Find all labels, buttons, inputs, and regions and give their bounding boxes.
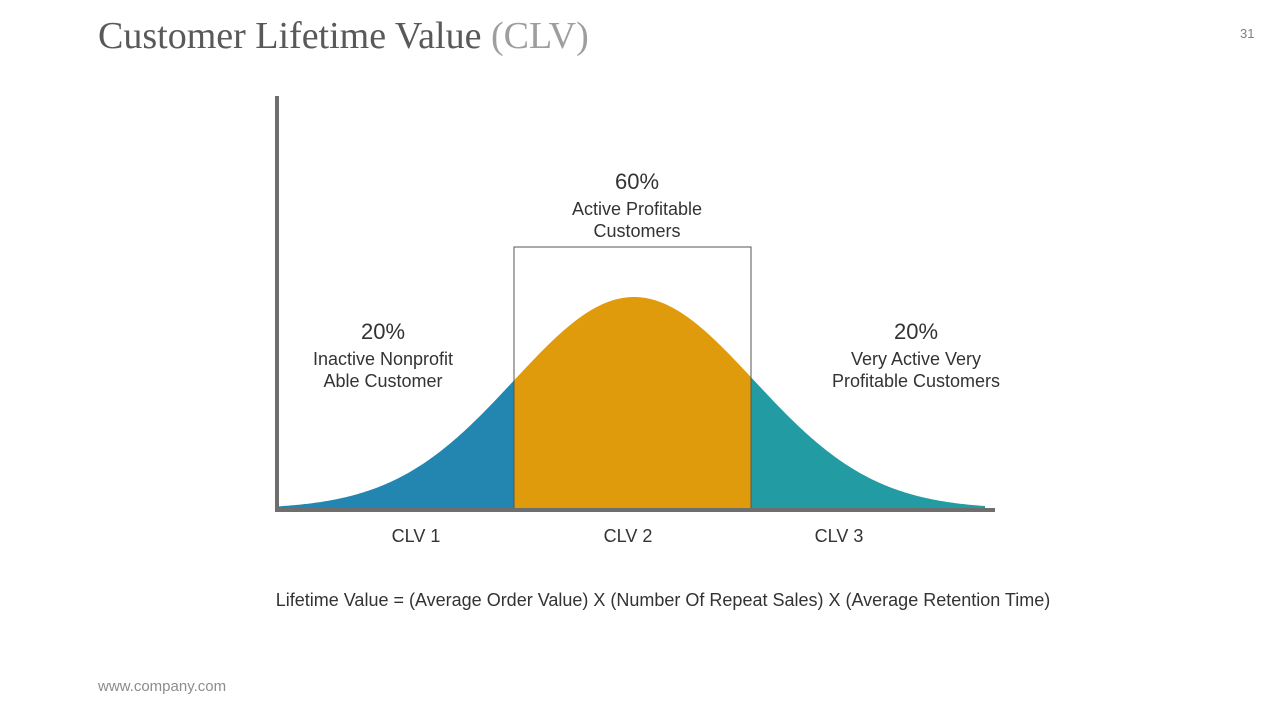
title-accent: (CLV) xyxy=(490,15,589,57)
curve-segment-clv2 xyxy=(514,297,751,509)
segment-label-clv3: 20% Very Active Very Profitable Customer… xyxy=(832,318,1000,392)
segment-percent: 60% xyxy=(614,169,660,194)
segment-desc-line2: Customers xyxy=(593,221,681,241)
clv-formula: Lifetime Value = (Average Order Value) X… xyxy=(275,590,1051,610)
segment-desc-line2: Profitable Customers xyxy=(831,371,1001,391)
segment-desc-line1: Inactive Nonprofit xyxy=(312,349,454,369)
segment-desc-line1: Active Profitable xyxy=(571,199,703,219)
curve-segment-clv1 xyxy=(279,380,514,509)
segment-label-clv2: 60% Active Profitable Customers xyxy=(572,168,702,242)
segment-desc-line2: Able Customer xyxy=(323,371,443,391)
segment-desc-line1: Very Active Very xyxy=(850,349,982,369)
axis-label-clv2: CLV 2 xyxy=(603,526,653,546)
footer-website: www.company.com xyxy=(98,678,227,695)
axis-label-clv3: CLV 3 xyxy=(814,526,864,546)
page-number: 31 xyxy=(1240,26,1255,41)
segment-label-clv1: 20% Inactive Nonprofit Able Customer xyxy=(313,318,453,392)
title-main: Customer Lifetime Value xyxy=(98,15,482,57)
segment-percent: 20% xyxy=(360,319,406,344)
slide-title: Customer Lifetime Value (CLV) xyxy=(98,14,589,58)
segment-percent: 20% xyxy=(893,319,939,344)
axis-label-clv1: CLV 1 xyxy=(391,526,441,546)
curve-segment-clv3 xyxy=(751,377,985,509)
